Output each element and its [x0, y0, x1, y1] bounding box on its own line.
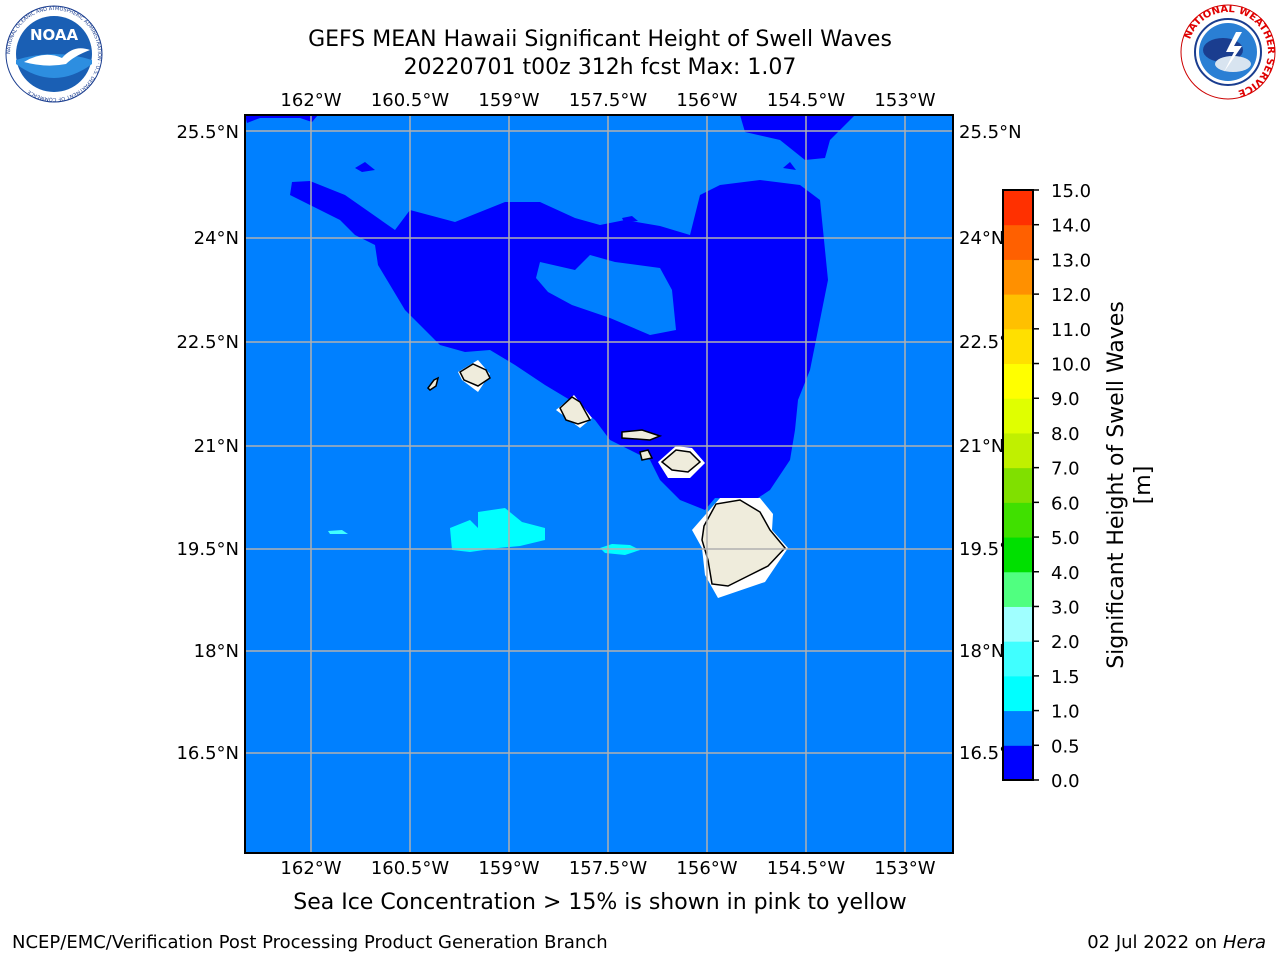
colorbar-swatch [1003, 745, 1033, 781]
colorbar-swatch [1003, 398, 1033, 434]
lat-label-left: 25.5°N [176, 122, 239, 143]
lon-label-bottom: 162°W [280, 858, 341, 879]
lanai-island [639, 449, 654, 461]
lon-label-bottom: 156°W [676, 858, 737, 879]
colorbar-swatch [1003, 259, 1033, 295]
lon-label-bottom: 154.5°W [767, 858, 846, 879]
lat-label-left: 24°N [194, 228, 239, 249]
colorbar-swatch [1003, 502, 1033, 538]
colorbar-tick-label: 7.0 [1051, 459, 1080, 480]
colorbar-tick-label: 1.0 [1051, 702, 1080, 723]
svg-text:NOAA: NOAA [30, 26, 79, 44]
low-swell-speck [622, 216, 638, 222]
colorbar-swatch [1003, 675, 1033, 712]
sea-ice-note: Sea Ice Concentration > 15% is shown in … [293, 890, 907, 915]
footer-machine: Hera [1222, 932, 1266, 953]
low-swell-speck [355, 162, 375, 172]
lon-label-top: 160.5°W [371, 90, 450, 111]
colorbar-tick-label: 15.0 [1051, 181, 1091, 202]
oahu-island [559, 396, 592, 425]
lat-label-right: 25.5°N [959, 122, 1022, 143]
map-subtitle: 20220701 t00z 312h fcst Max: 1.07 [403, 55, 797, 80]
lat-label-left: 16.5°N [176, 743, 239, 764]
colorbar-tick-label: 8.0 [1051, 424, 1080, 445]
map-title: GEFS MEAN Hawaii Significant Height of S… [308, 27, 892, 52]
colorbar-swatch [1003, 363, 1033, 399]
colorbar: 0.0 0.5 1.0 1.5 2.0 3.0 4.0 5.0 6.0 7.0 8.0 9.0 10.0… [1002, 181, 1091, 792]
lat-label-left: 19.5°N [176, 539, 239, 560]
colorbar-tick-label: 4.0 [1051, 563, 1080, 584]
colorbar-tick-label: 5.0 [1051, 528, 1080, 549]
map-frame [244, 114, 954, 854]
lat-label-left: 22.5°N [176, 332, 239, 353]
colorbar-tick-label: 9.0 [1051, 389, 1080, 410]
lon-label-bottom: 153°W [874, 858, 935, 879]
graticule [245, 115, 953, 853]
maui-island [660, 449, 702, 473]
low-swell-speck [783, 162, 796, 170]
colorbar-swatch [1003, 190, 1033, 226]
colorbar-swatch [1003, 328, 1033, 365]
noaa-logo: NOAA NATIONAL OCEANIC AND ATMOSPHERIC AD… [5, 5, 103, 103]
colorbar-swatch [1003, 294, 1033, 330]
colorbar-tick-label: 12.0 [1051, 285, 1091, 306]
footer-date: 02 Jul 2022 on Hera [1087, 932, 1266, 953]
cyan-swell-region [328, 530, 348, 534]
colorbar-swatch [1003, 224, 1033, 260]
colorbar-tick-label: 10.0 [1051, 355, 1091, 376]
lat-label-left: 18°N [194, 641, 239, 662]
lon-label-top: 153°W [874, 90, 935, 111]
colorbar-label-line2: [m] [1131, 466, 1156, 505]
colorbar-tick-label: 14.0 [1051, 216, 1091, 237]
lat-label-left: 21°N [194, 436, 239, 457]
lat-label-right: 24°N [959, 228, 1004, 249]
colorbar-tick-label: 13.0 [1051, 250, 1091, 271]
lon-label-bottom: 160.5°W [371, 858, 450, 879]
lat-label-right: 18°N [959, 641, 1004, 662]
colorbar-tick-label: 6.0 [1051, 493, 1080, 514]
colorbar-swatch [1003, 537, 1033, 573]
nws-logo: NATIONAL WEATHER SERVICE [1180, 4, 1276, 100]
colorbar-label-line1: Significant Height of Swell Waves [1104, 301, 1129, 669]
colorbar-tick-label: 11.0 [1051, 320, 1091, 341]
colorbar-frame [1002, 189, 1034, 781]
footer-branch: NCEP/EMC/Verification Post Processing Pr… [12, 932, 608, 953]
colorbar-swatch [1003, 432, 1033, 469]
low-swell-region [290, 115, 855, 510]
low-swell-speck [245, 115, 318, 123]
lon-label-bottom: 159°W [478, 858, 539, 879]
colorbar-swatch [1003, 606, 1033, 642]
niihau-island [427, 376, 440, 391]
lon-label-top: 162°W [280, 90, 341, 111]
molokai-island [621, 429, 663, 441]
colorbar-swatch [1003, 641, 1033, 677]
colorbar-swatch [1003, 710, 1033, 746]
colorbar-swatch [1003, 467, 1033, 503]
colorbar-tick-label: 1.5 [1051, 667, 1080, 688]
kauai-island [459, 363, 491, 387]
mid-swell-tongue [536, 255, 676, 335]
lon-label-top: 157.5°W [569, 90, 648, 111]
colorbar-swatch [1003, 571, 1033, 607]
cyan-swell-region [450, 508, 545, 552]
lon-label-top: 154.5°W [767, 90, 846, 111]
lon-label-top: 156°W [676, 90, 737, 111]
colorbar-tick-label: 2.0 [1051, 632, 1080, 653]
colorbar-tick-label: 0.5 [1051, 736, 1080, 757]
colorbar-tick-label: 0.0 [1051, 771, 1080, 792]
lon-label-bottom: 157.5°W [569, 858, 648, 879]
lon-label-top: 159°W [478, 90, 539, 111]
big-island [701, 499, 787, 587]
colorbar-tick-label: 3.0 [1051, 597, 1080, 618]
lat-label-right: 21°N [959, 436, 1004, 457]
